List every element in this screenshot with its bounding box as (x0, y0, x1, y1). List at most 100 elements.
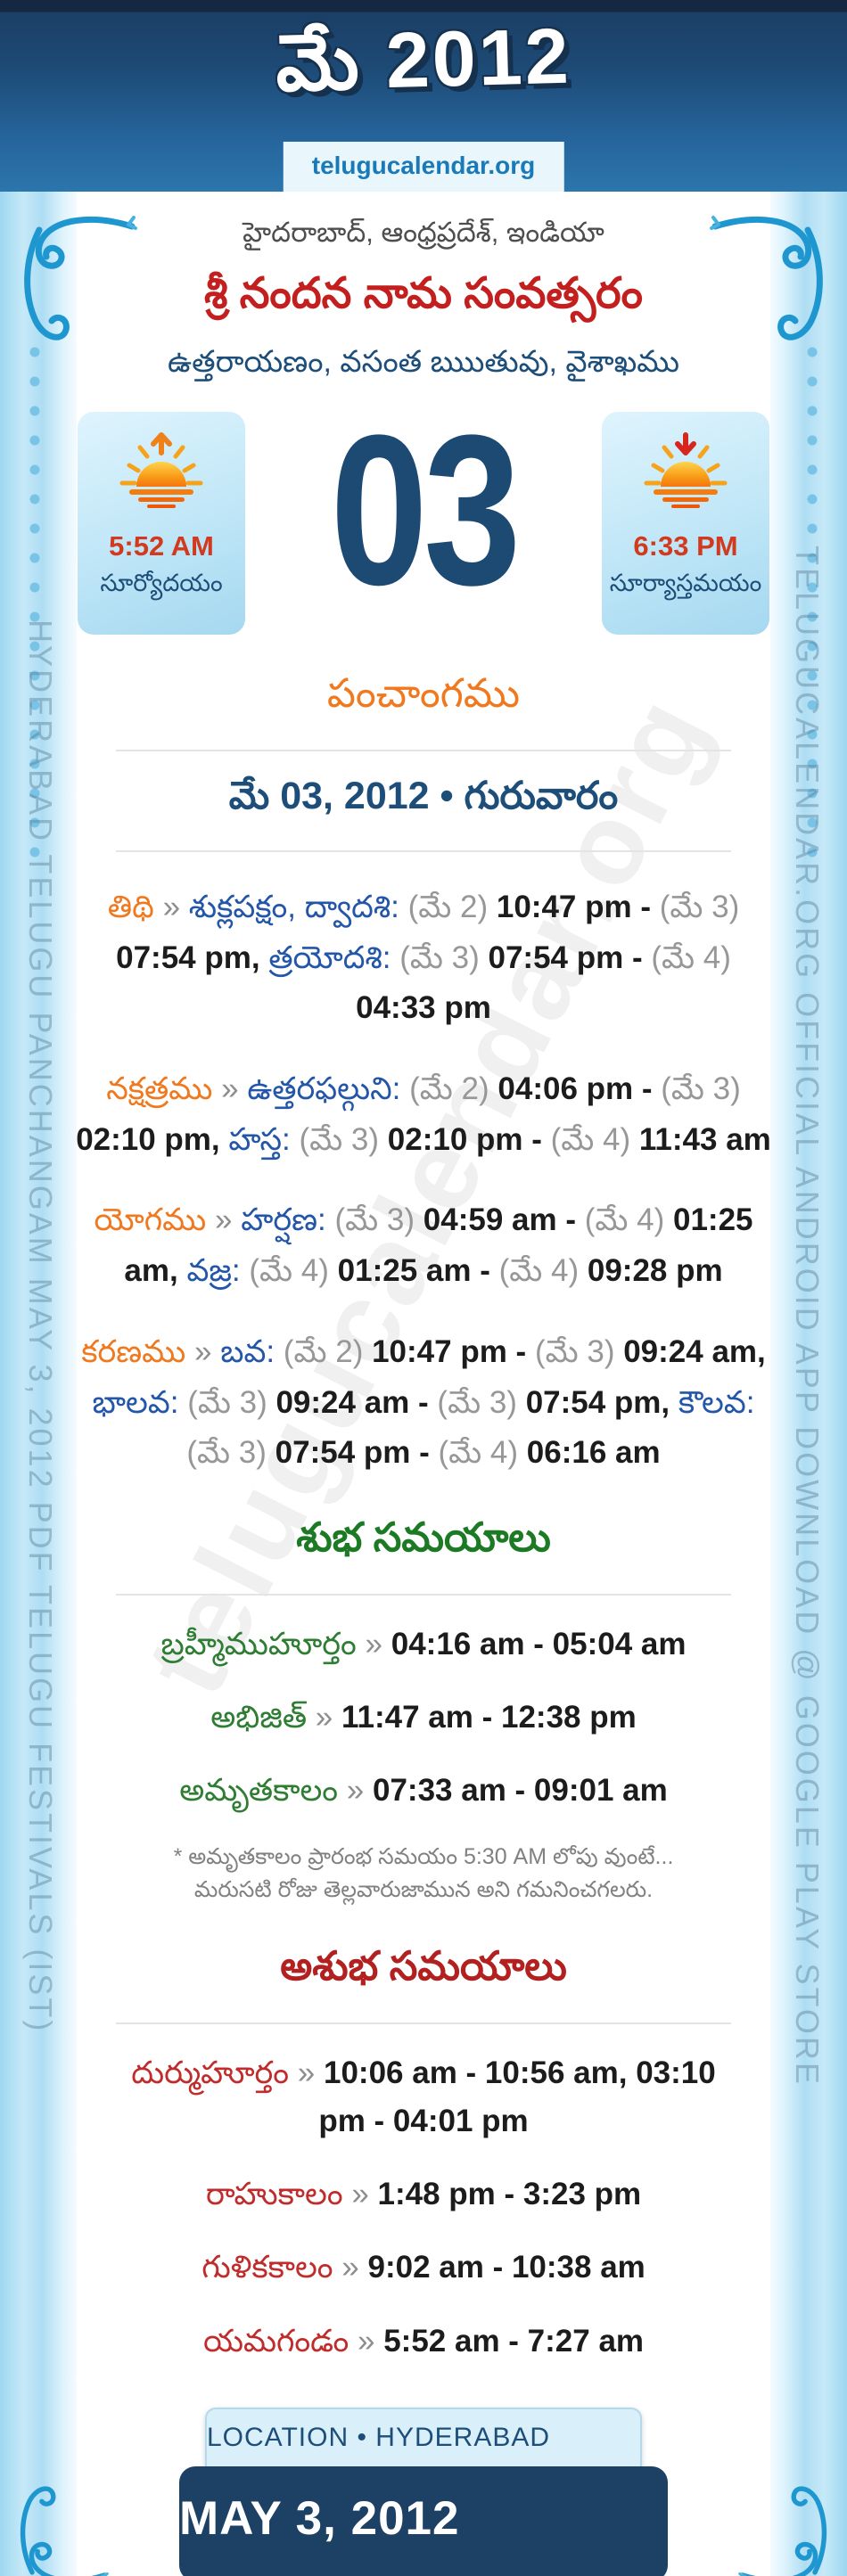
segment: (మే 3) (661, 1071, 741, 1107)
divider (116, 1593, 731, 1596)
panchangam-row-nakshatram: నక్షత్రము » ఉత్తరఫల్గుని: (మే 2) 04:06 p… (76, 1064, 771, 1165)
sunrise-card: 5:52 AM సూర్యోదయం (78, 412, 245, 635)
page-title: మే 2012 (274, 11, 572, 108)
segment: హర్షణ: (241, 1202, 326, 1238)
segment: హస్త: (228, 1121, 291, 1157)
segment: (మే 3) (534, 1333, 615, 1369)
season-line: ఉత్తరాయణం, వసంత ఋుతువు, వైశాఖము (168, 345, 679, 379)
segment: 07:54 pm - (488, 939, 643, 975)
segment: (మే 4) (584, 1202, 665, 1238)
time-row: గుళికకాలం » 9:02 am - 10:38 am (111, 2244, 736, 2292)
segment: (మే 4) (438, 1435, 519, 1471)
segment: 04:06 pm - (498, 1071, 653, 1107)
segment: శుక్లపక్షం, ద్వాదశి: (188, 890, 399, 924)
segment: (మే 3) (437, 1384, 517, 1420)
segment: (మే 2) (409, 1071, 489, 1107)
sunset-time: 6:33 PM (633, 530, 738, 562)
divider (116, 2022, 731, 2024)
segment: త్రయోదశి: (268, 939, 391, 975)
shubha-title: శుభ సమయాలు (296, 1514, 551, 1560)
panchangam-rows: తిథి » శుక్లపక్షం, ద్వాదశి: (మే 2) 10:47… (76, 882, 771, 1479)
segment: 07:54 pm, (116, 939, 260, 975)
segment: (మే 4) (651, 939, 731, 975)
segment: 09:24 am, (623, 1333, 766, 1369)
segment: 06:16 am (526, 1435, 661, 1471)
separator: » (194, 1333, 212, 1369)
sunrise-icon (117, 432, 206, 510)
segment: 10:47 pm - (372, 1333, 527, 1369)
separator: » (351, 2177, 369, 2212)
segment: 02:10 pm - (387, 1121, 542, 1157)
separator: » (346, 1773, 365, 1809)
row-label: కరణము (81, 1333, 186, 1369)
segment: 07:54 pm, (525, 1384, 670, 1420)
segment: (మే 3) (659, 890, 740, 924)
time-row-value: 04:16 am - 05:04 am (391, 1626, 687, 1661)
separator: » (162, 890, 181, 924)
panchangam-title: పంచాంగము (326, 670, 521, 716)
sunset-icon (641, 432, 730, 510)
time-row-label: రాహుకాలం (205, 2177, 343, 2212)
ashubha-rows: దుర్ముహూర్తం » 10:06 am - 10:56 am, 03:1… (76, 2049, 771, 2366)
header: మే 2012 telugucalendar.org (0, 0, 847, 192)
time-row-value: 10:06 am - 10:56 am, 03:10 pm - 04:01 pm (318, 2055, 716, 2138)
footer-date: MAY 3, 2012 (179, 2466, 668, 2576)
segment: (మే 3) (399, 939, 480, 975)
segment: (మే 3) (186, 1435, 267, 1471)
panchangam-section: పంచాంగము మే 03, 2012 • గురువారం తిథి » శ… (76, 670, 771, 1479)
row-label: యోగము (94, 1202, 207, 1238)
time-row-value: 5:52 am - 7:27 am (383, 2323, 645, 2359)
left-dots-decor (29, 346, 40, 858)
intro-block: హైదరాబాద్, ఆంధ్రప్రదేశ్, ఇండియా శ్రీ నంద… (76, 192, 771, 387)
segment: 09:24 am - (275, 1384, 429, 1420)
amruthakalam-note: * అమృతకాలం ప్రారంభ సమయం 5:30 AM లోపు వుం… (173, 1843, 674, 1903)
sunrise-time: 5:52 AM (109, 530, 214, 562)
panchangam-row-yogam: యోగము » హర్షణ: (మే 3) 04:59 am - (మే 4) … (76, 1195, 771, 1296)
shubha-section: శుభ సమయాలు బ్రహ్మీముహూర్తం » 04:16 am - … (76, 1514, 771, 1907)
main-content: హైదరాబాద్, ఆంధ్రప్రదేశ్, ఇండియా శ్రీ నంద… (76, 192, 771, 2366)
segment: 01:25 am - (337, 1253, 490, 1289)
segment: 04:33 pm (356, 990, 491, 1026)
time-row-value: 9:02 am - 10:38 am (367, 2250, 646, 2285)
segment: (మే 3) (187, 1384, 267, 1420)
segment: బవ: (220, 1333, 275, 1369)
site-link[interactable]: telugucalendar.org (283, 142, 564, 192)
segment: (మే 2) (283, 1333, 364, 1369)
segment: (మే 4) (498, 1253, 580, 1289)
segment: 07:54 pm - (275, 1435, 430, 1471)
panchangam-row-thithi: తిథి » శుక్లపక్షం, ద్వాదశి: (మే 2) 10:47… (76, 882, 771, 1034)
telugu-year-line: శ్రీ నందన నామ సంవత్సరం (204, 270, 643, 317)
time-row-label: గుళికకాలం (201, 2250, 333, 2285)
sun-times-row: 5:52 AM సూర్యోదయం 03 6:33 PM సూర్యాస్తమయ… (76, 387, 771, 635)
separator: » (215, 1202, 233, 1238)
segment: 02:10 pm, (76, 1121, 220, 1157)
ashubha-title: అశుభ సమయాలు (280, 1942, 567, 1989)
time-row: బ్రహ్మీముహూర్తం » 04:16 am - 05:04 am (111, 1620, 736, 1669)
separator: » (297, 2055, 316, 2090)
divider (116, 750, 731, 751)
right-dots-decor (807, 346, 818, 858)
row-label: తిథి (107, 890, 154, 924)
sunrise-label: సూర్యోదయం (100, 570, 223, 596)
segment: 10:47 pm - (496, 890, 651, 924)
segment: 01:25 am, (124, 1202, 753, 1289)
segment: (మే 3) (334, 1202, 415, 1238)
segment: (మే 3) (299, 1121, 380, 1157)
segment: భాలవ: (92, 1384, 179, 1420)
ashubha-section: అశుభ సమయాలు దుర్ముహూర్తం » 10:06 am - 10… (76, 1943, 771, 2366)
segment: ఉత్తరఫల్గుని: (247, 1071, 401, 1107)
separator: » (358, 2323, 375, 2359)
panchangam-date-line: మే 03, 2012 • గురువారం (228, 775, 619, 817)
segment: 11:43 am (638, 1121, 771, 1157)
sunset-card: 6:33 PM సూర్యాస్తమయం (602, 412, 769, 635)
segment: (మే 4) (550, 1121, 631, 1157)
corner-flourish-icon (20, 212, 140, 346)
time-row-label: అభిజిత్ (210, 1700, 308, 1735)
divider (116, 850, 731, 852)
time-row-label: యమగండం (202, 2323, 349, 2359)
shubha-rows: బ్రహ్మీముహూర్తం » 04:16 am - 05:04 am అభి… (76, 1620, 771, 1816)
left-vertical-caption: HYDERABAD TELUGU PANCHANGAM MAY 3, 2012 … (22, 619, 59, 2034)
time-row-label: బ్రహ్మీముహూర్తం (160, 1626, 357, 1661)
panchangam-row-karanam: కరణము » బవ: (మే 2) 10:47 pm - (మే 3) 09:… (76, 1327, 771, 1479)
